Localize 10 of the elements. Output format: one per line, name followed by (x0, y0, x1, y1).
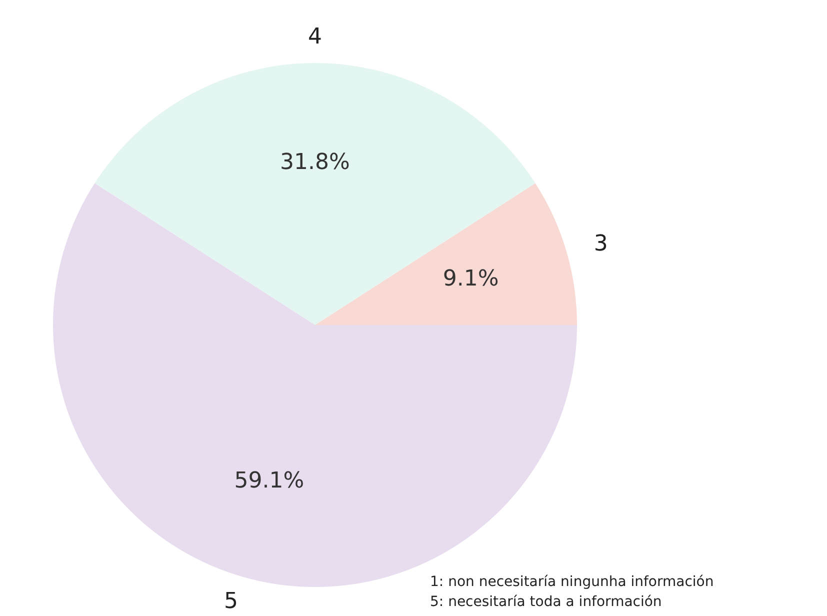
data-label: 31.8% (280, 150, 350, 176)
data-label: 9.1% (442, 266, 499, 292)
text: 1: non necesitaría ningunha información (430, 573, 714, 592)
slice-label: 4 (308, 24, 322, 50)
data-label: 59.1% (234, 468, 304, 494)
pie-slice (315, 183, 577, 325)
slice-label: 5 (224, 588, 238, 614)
text: 5: necesitaría toda a información (430, 593, 663, 612)
pie-slice (94, 63, 536, 325)
slice-label: 3 (594, 231, 608, 256)
